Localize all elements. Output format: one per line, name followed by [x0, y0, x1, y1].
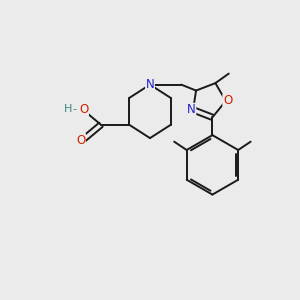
Text: O: O [79, 103, 88, 116]
Text: N: N [187, 103, 196, 116]
Text: O: O [76, 134, 86, 147]
Text: H: H [64, 104, 72, 114]
Text: O: O [223, 94, 232, 107]
Text: –: – [73, 105, 77, 114]
Text: N: N [146, 78, 154, 91]
